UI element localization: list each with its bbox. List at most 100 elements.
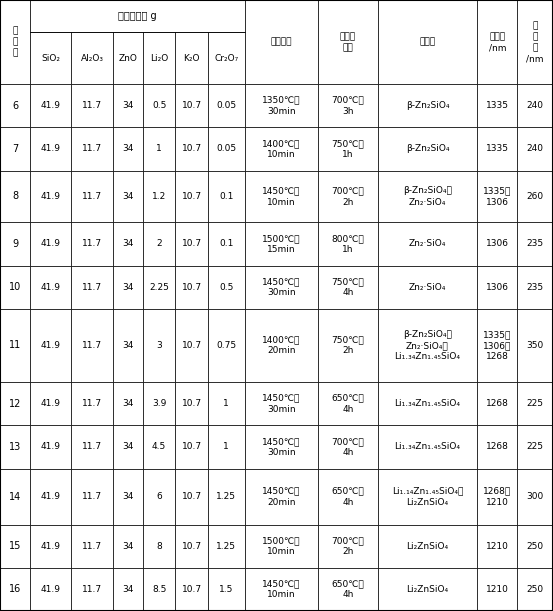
Text: Li₂ZnSiO₄: Li₂ZnSiO₄	[406, 542, 448, 551]
Bar	[71, 127, 113, 170]
Text: 10.7: 10.7	[181, 542, 202, 551]
Bar	[143, 84, 175, 127]
Text: 34: 34	[122, 341, 133, 350]
Text: 750℃；
4h: 750℃； 4h	[332, 277, 364, 297]
Text: 700℃；
3h: 700℃； 3h	[332, 96, 364, 116]
Text: 750℃；
2h: 750℃； 2h	[332, 335, 364, 356]
Text: 1450℃；
30min: 1450℃； 30min	[262, 393, 301, 414]
Bar	[378, 382, 477, 425]
Bar	[378, 425, 477, 469]
Bar	[30, 568, 71, 611]
Bar	[30, 266, 71, 309]
Bar	[0, 309, 30, 382]
Bar	[208, 469, 244, 525]
Bar	[71, 469, 113, 525]
Text: 1450℃；
10min: 1450℃； 10min	[262, 579, 301, 599]
Bar	[0, 525, 30, 568]
Bar	[30, 525, 71, 568]
Text: 10: 10	[9, 282, 21, 292]
Text: 240: 240	[526, 101, 544, 111]
Text: 300: 300	[526, 492, 544, 501]
Text: 11.7: 11.7	[82, 542, 102, 551]
Text: 1.25: 1.25	[216, 542, 236, 551]
Text: 10.7: 10.7	[181, 585, 202, 594]
Bar	[517, 309, 553, 382]
Bar	[477, 0, 517, 84]
Bar	[71, 32, 113, 84]
Text: 34: 34	[122, 192, 133, 201]
Text: 41.9: 41.9	[41, 585, 61, 594]
Text: 1450℃；
30min: 1450℃； 30min	[262, 437, 301, 457]
Bar	[378, 469, 477, 525]
Text: 0.75: 0.75	[216, 341, 236, 350]
Text: 8.5: 8.5	[152, 585, 166, 594]
Text: 240: 240	[526, 144, 544, 153]
Text: 1400℃；
20min: 1400℃； 20min	[262, 335, 301, 356]
Text: 1: 1	[223, 442, 229, 452]
Text: 11.7: 11.7	[82, 399, 102, 408]
Text: 1335、
1306、
1268: 1335、 1306、 1268	[483, 330, 512, 361]
Text: 650℃；
4h: 650℃； 4h	[332, 486, 364, 507]
Text: 1.2: 1.2	[152, 192, 166, 201]
Bar	[175, 425, 208, 469]
Text: 0.1: 0.1	[219, 192, 233, 201]
Bar	[0, 469, 30, 525]
Text: 34: 34	[122, 144, 133, 153]
Text: 41.9: 41.9	[41, 192, 61, 201]
Text: 1350℃；
30min: 1350℃； 30min	[262, 96, 301, 116]
Bar	[175, 32, 208, 84]
Text: 1335、
1306: 1335、 1306	[483, 186, 512, 207]
Text: 14: 14	[9, 492, 21, 502]
Text: 1: 1	[156, 144, 162, 153]
Text: 9: 9	[12, 239, 18, 249]
Text: Cr₂O₇: Cr₂O₇	[214, 54, 238, 62]
Text: 225: 225	[526, 399, 544, 408]
Text: ZnO: ZnO	[118, 54, 137, 62]
Text: 各组分质量 g: 各组分质量 g	[118, 11, 156, 21]
Bar	[477, 127, 517, 170]
Text: 4.5: 4.5	[152, 442, 166, 452]
Text: 11.7: 11.7	[82, 144, 102, 153]
Text: 650℃；
4h: 650℃； 4h	[332, 393, 364, 414]
Bar	[208, 222, 244, 266]
Text: 41.9: 41.9	[41, 492, 61, 501]
Bar	[477, 568, 517, 611]
Text: 10.7: 10.7	[181, 492, 202, 501]
Text: K₂O: K₂O	[183, 54, 200, 62]
Bar	[517, 266, 553, 309]
Bar	[477, 170, 517, 222]
Bar	[113, 84, 143, 127]
Text: Li₁.₃₄Zn₁.₄₅SiO₄: Li₁.₃₄Zn₁.₄₅SiO₄	[394, 399, 461, 408]
Bar	[244, 425, 318, 469]
Text: 熔制制度: 熔制制度	[270, 38, 292, 46]
Bar	[477, 266, 517, 309]
Text: 700℃；
4h: 700℃； 4h	[332, 437, 364, 457]
Bar	[175, 127, 208, 170]
Text: 11.7: 11.7	[82, 101, 102, 111]
Bar	[318, 568, 378, 611]
Bar	[175, 84, 208, 127]
Bar	[0, 568, 30, 611]
Bar	[71, 382, 113, 425]
Text: 11.7: 11.7	[82, 442, 102, 452]
Text: 41.9: 41.9	[41, 341, 61, 350]
Text: 34: 34	[122, 442, 133, 452]
Text: 700℃；
2h: 700℃； 2h	[332, 536, 364, 556]
Text: Li₁.₃₄Zn₁.₄₅SiO₄: Li₁.₃₄Zn₁.₄₅SiO₄	[394, 442, 461, 452]
Bar	[30, 84, 71, 127]
Bar	[30, 425, 71, 469]
Text: 11.7: 11.7	[82, 192, 102, 201]
Text: 8: 8	[12, 191, 18, 202]
Bar	[175, 222, 208, 266]
Bar	[113, 469, 143, 525]
Text: 2.25: 2.25	[149, 283, 169, 291]
Bar	[477, 382, 517, 425]
Bar	[0, 170, 30, 222]
Bar	[30, 222, 71, 266]
Bar	[113, 222, 143, 266]
Text: 0.5: 0.5	[152, 101, 166, 111]
Text: 16: 16	[9, 584, 21, 595]
Text: 1306: 1306	[486, 283, 509, 291]
Text: 1: 1	[223, 399, 229, 408]
Bar	[517, 127, 553, 170]
